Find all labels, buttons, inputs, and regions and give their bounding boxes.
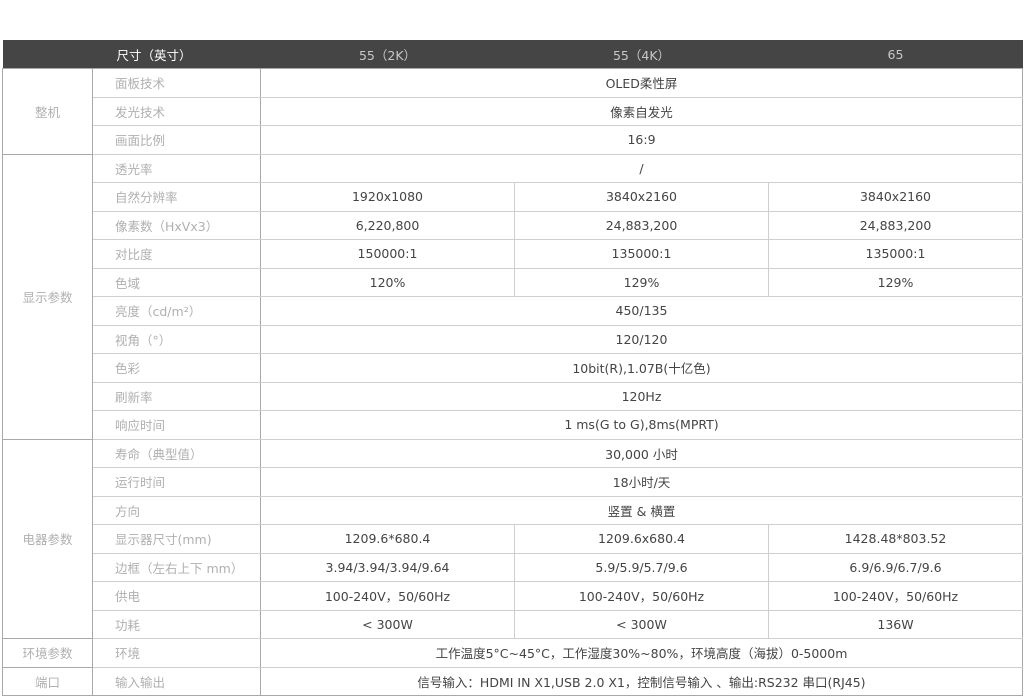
table-row: 运行时间 18小时/天	[3, 467, 1023, 497]
group-label: 端口	[2, 666, 93, 696]
spec-value: 像素自发光	[260, 96, 1023, 126]
spec-value: 136W	[768, 609, 1023, 639]
spec-label: 显示器尺寸(mm)	[92, 524, 261, 554]
spec-value: 24,883,200	[768, 210, 1023, 240]
spec-value: 信号输入：HDMI IN X1,USB 2.0 X1，控制信号输入 、输出:RS…	[260, 666, 1023, 696]
spec-value: 3.94/3.94/3.94/9.64	[260, 552, 515, 582]
spec-label: 透光率	[92, 153, 261, 183]
spec-label: 供电	[92, 581, 261, 611]
spec-value: 150000:1	[260, 239, 515, 269]
table-row: 供电 100-240V，50/60Hz 100-240V，50/60Hz 100-24…	[3, 581, 1023, 611]
spec-value: 1209.6x680.4	[514, 524, 769, 554]
spec-value: 6.9/6.9/6.7/9.6	[768, 552, 1023, 582]
table-row: 视角（°） 120/120	[3, 324, 1023, 354]
spec-label: 环境	[92, 638, 261, 668]
spec-value: < 300W	[260, 609, 515, 639]
spec-value: /	[260, 153, 1023, 183]
header-column: 55（2K）	[260, 40, 515, 69]
spec-label: 响应时间	[92, 410, 261, 440]
spec-label: 对比度	[92, 239, 261, 269]
spec-value: 3840x2160	[514, 182, 769, 212]
table-row: 功耗 < 300W < 300W 136W	[3, 609, 1023, 639]
spec-label: 视角（°）	[92, 324, 261, 354]
table-row: 自然分辨率 1920x1080 3840x2160 3840x2160	[3, 182, 1023, 212]
spec-value: 129%	[514, 267, 769, 297]
spec-value: 100-240V，50/60Hz	[260, 581, 515, 611]
spec-value: 120%	[260, 267, 515, 297]
table-row: 环境参数 环境 工作温度5°C~45°C，工作湿度30%~80%，环境高度（海拔）0…	[2, 638, 1023, 668]
table-row: 亮度（cd/m²） 450/135	[3, 296, 1023, 326]
spec-value: 100-240V，50/60Hz	[514, 581, 769, 611]
spec-value: 10bit(R),1.07B(十亿色)	[260, 353, 1023, 383]
table-row: 边框（左右上下 mm） 3.94/3.94/3.94/9.64 5.9/5.9/5.…	[3, 552, 1023, 582]
spec-value: 30,000 小时	[260, 438, 1023, 468]
spec-label: 刷新率	[92, 381, 261, 411]
table-row: 方向 竖置 & 横置	[3, 495, 1023, 525]
spec-label: 像素数（HxVx3）	[92, 210, 261, 240]
spec-label: 寿命（典型值）	[92, 438, 261, 468]
spec-label: 画面比例	[92, 125, 261, 155]
table-row: 显示器尺寸(mm) 1209.6*680.4 1209.6x680.4 1428.48…	[3, 524, 1023, 554]
table-row: 发光技术 像素自发光	[3, 96, 1023, 126]
header-column: 65	[768, 40, 1023, 69]
spec-label: 色域	[92, 267, 261, 297]
spec-table: 尺寸（英寸） 55（2K） 55（4K） 65 整机 面板技术 OLED柔性屏 发光技…	[2, 40, 1023, 696]
spec-value: < 300W	[514, 609, 769, 639]
spec-value: 18小时/天	[260, 467, 1023, 497]
spec-label: 功耗	[92, 609, 261, 639]
spec-value: 1 ms(G to G),8ms(MPRT)	[260, 410, 1023, 440]
header-size-label: 尺寸（英寸）	[92, 40, 261, 69]
spec-value: 工作温度5°C~45°C，工作湿度30%~80%，环境高度（海拔）0-5000m	[260, 638, 1023, 668]
table-row: 显示参数 透光率 /	[2, 153, 1023, 440]
spec-value: 135000:1	[768, 239, 1023, 269]
spec-label: 运行时间	[92, 467, 261, 497]
group-label: 环境参数	[2, 638, 93, 668]
spec-label: 亮度（cd/m²）	[92, 296, 261, 326]
table-row: 刷新率 120Hz	[3, 381, 1023, 411]
header-row: 尺寸（英寸） 55（2K） 55（4K） 65	[2, 40, 1023, 69]
table-row: 色域 120% 129% 129%	[3, 267, 1023, 297]
spec-value: OLED柔性屏	[260, 68, 1023, 98]
header-column: 55（4K）	[514, 40, 769, 69]
spec-label: 面板技术	[92, 68, 261, 98]
table-row: 响应时间 1 ms(G to G),8ms(MPRT)	[3, 410, 1023, 440]
spec-value: 1428.48*803.52	[768, 524, 1023, 554]
header-corner	[2, 40, 93, 69]
spec-value: 120/120	[260, 324, 1023, 354]
spec-value: 5.9/5.9/5.7/9.6	[514, 552, 769, 582]
spec-label: 输入输出	[92, 666, 261, 696]
spec-label: 色彩	[92, 353, 261, 383]
table-row: 对比度 150000:1 135000:1 135000:1	[3, 239, 1023, 269]
table-row: 整机 面板技术 OLED柔性屏	[2, 68, 1023, 155]
spec-value: 1209.6*680.4	[260, 524, 515, 554]
spec-value: 450/135	[260, 296, 1023, 326]
spec-label: 方向	[92, 495, 261, 525]
spec-value: 129%	[768, 267, 1023, 297]
spec-value: 6,220,800	[260, 210, 515, 240]
group-label: 显示参数	[2, 153, 93, 440]
spec-label: 发光技术	[92, 96, 261, 126]
spec-value: 24,883,200	[514, 210, 769, 240]
spec-value: 1920x1080	[260, 182, 515, 212]
table-row: 电器参数 寿命（典型值） 30,000 小时	[2, 438, 1023, 639]
table-row: 色彩 10bit(R),1.07B(十亿色)	[3, 353, 1023, 383]
group-label: 电器参数	[2, 438, 93, 639]
table-row: 端口 输入输出 信号输入：HDMI IN X1,USB 2.0 X1，控制信号输入 …	[2, 666, 1023, 696]
table-row: 画面比例 16:9	[3, 125, 1023, 155]
spec-value: 3840x2160	[768, 182, 1023, 212]
spec-value: 竖置 & 横置	[260, 495, 1023, 525]
spec-value: 120Hz	[260, 381, 1023, 411]
spec-label: 自然分辨率	[92, 182, 261, 212]
spec-value: 135000:1	[514, 239, 769, 269]
spec-value: 100-240V，50/60Hz	[768, 581, 1023, 611]
spec-label: 边框（左右上下 mm）	[92, 552, 261, 582]
spec-value: 16:9	[260, 125, 1023, 155]
table-row: 像素数（HxVx3） 6,220,800 24,883,200 24,883,200	[3, 210, 1023, 240]
group-label: 整机	[2, 68, 93, 155]
